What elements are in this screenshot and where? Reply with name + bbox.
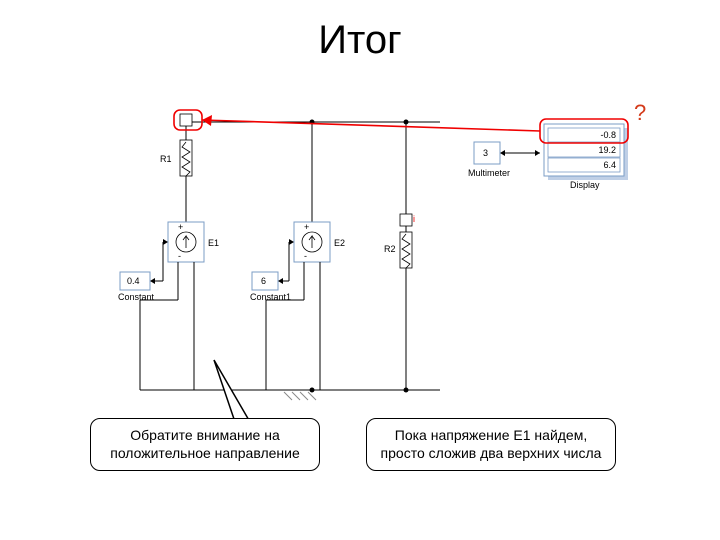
svg-text:-: -	[304, 251, 307, 261]
multimeter-value: 3	[483, 148, 488, 158]
display-row-2: 6.4	[603, 160, 616, 170]
label-E2: E2	[334, 238, 345, 248]
svg-text:-: -	[178, 251, 181, 261]
svg-text:i: i	[413, 214, 415, 224]
label-constant2: Constant1	[250, 292, 291, 302]
block-multimeter: 3 Multimeter	[468, 142, 540, 178]
svg-text:+: +	[304, 222, 309, 232]
callout-right: Пока напряжение E1 найдем, просто сложив…	[366, 418, 616, 471]
svg-text:+: +	[178, 222, 183, 232]
constant2-value: 6	[261, 276, 266, 286]
label-constant1: Constant	[118, 292, 155, 302]
callout-left: Обратите внимание на положительное напра…	[90, 418, 320, 471]
callout-left-tail	[214, 360, 250, 422]
block-constant1: 0.4 Constant	[118, 242, 163, 302]
block-constant2: 6 Constant1	[250, 242, 291, 302]
block-display: -0.8 19.2 6.4 Display	[544, 124, 628, 190]
branch-E2: + - E2	[266, 122, 345, 390]
highlight-arrowhead	[202, 115, 212, 126]
label-R1: R1	[160, 154, 172, 164]
display-row-1: 19.2	[598, 145, 616, 155]
label-multimeter: Multimeter	[468, 168, 510, 178]
label-display: Display	[570, 180, 600, 190]
branch-R1-E1: R1 + - E1	[140, 114, 219, 390]
branch-R2: i R2	[384, 122, 415, 390]
constant1-value: 0.4	[127, 276, 140, 286]
question-mark: ?	[634, 100, 646, 125]
label-R2: R2	[384, 244, 396, 254]
label-E1: E1	[208, 238, 219, 248]
ground-symbol	[284, 392, 316, 400]
display-row-0: -0.8	[600, 130, 616, 140]
